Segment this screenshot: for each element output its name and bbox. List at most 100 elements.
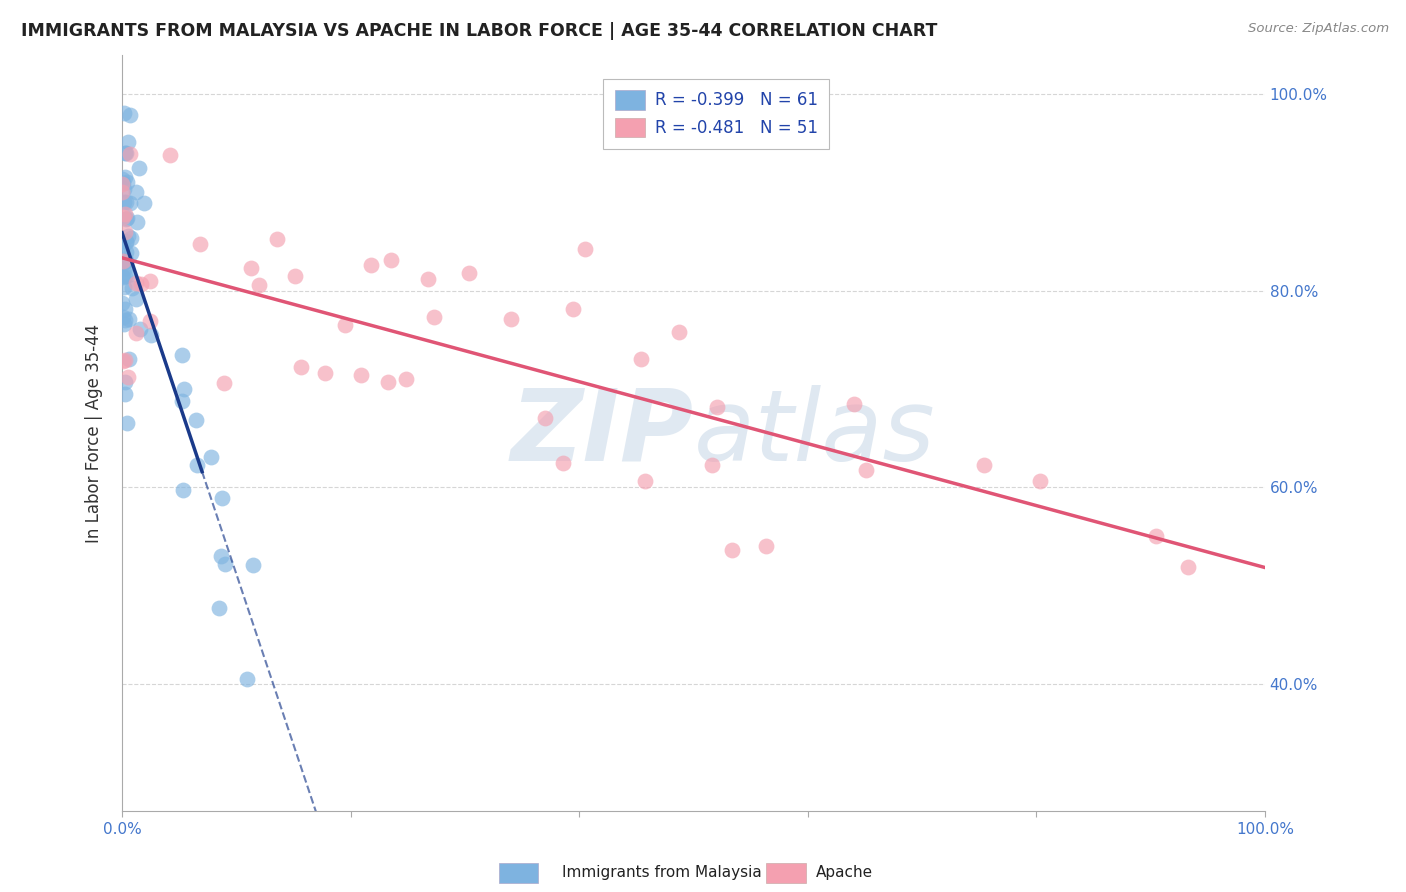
Point [236, 672, 259, 686]
Point [118, 195, 141, 210]
Point [186, 458, 208, 472]
Point [634, 474, 657, 488]
Point [117, 268, 139, 283]
Point [350, 368, 373, 382]
Point [553, 456, 575, 470]
Point [129, 277, 152, 291]
Point [114, 146, 136, 161]
Point [111, 172, 134, 186]
Point [284, 268, 307, 283]
Point [247, 277, 270, 292]
Point [114, 225, 136, 239]
Y-axis label: In Labor Force | Age 35-44: In Labor Force | Age 35-44 [86, 324, 103, 543]
Point [120, 231, 142, 245]
Point [118, 147, 141, 161]
Point [188, 237, 211, 252]
Point [127, 214, 149, 228]
Point [128, 161, 150, 176]
Point [112, 354, 135, 368]
Point [120, 108, 142, 122]
Point [239, 261, 262, 276]
Point [111, 185, 134, 199]
Point [139, 314, 162, 328]
Text: IMMIGRANTS FROM MALAYSIA VS APACHE IN LABOR FORCE | AGE 35-44 CORRELATION CHART: IMMIGRANTS FROM MALAYSIA VS APACHE IN LA… [21, 22, 938, 40]
Point [115, 175, 138, 189]
Point [173, 382, 195, 396]
Point [395, 372, 418, 386]
Point [418, 272, 440, 286]
Text: Immigrants from Malaysia: Immigrants from Malaysia [562, 865, 762, 880]
Point [115, 195, 138, 210]
Point [114, 207, 136, 221]
Point [111, 295, 134, 310]
Point [117, 312, 139, 326]
Text: ZIP: ZIP [510, 384, 693, 482]
Point [214, 376, 236, 391]
Point [118, 351, 141, 366]
Point [114, 312, 136, 326]
Point [115, 244, 138, 259]
Point [242, 558, 264, 572]
Point [844, 396, 866, 410]
Point [111, 210, 134, 224]
Point [114, 375, 136, 389]
Point [115, 235, 138, 250]
Point [755, 539, 778, 553]
Point [973, 458, 995, 472]
Point [111, 240, 134, 254]
Point [120, 246, 142, 260]
Point [360, 258, 382, 272]
Point [209, 549, 232, 564]
Point [668, 326, 690, 340]
Point [266, 232, 288, 246]
Point [380, 252, 402, 267]
Point [706, 401, 728, 415]
Point [114, 353, 136, 368]
Point [128, 322, 150, 336]
Point [125, 276, 148, 290]
Point [333, 318, 356, 332]
Point [159, 148, 181, 162]
Point [170, 348, 193, 362]
Point [534, 411, 557, 425]
Point [112, 182, 135, 196]
Point [114, 212, 136, 227]
Point [111, 253, 134, 268]
Point [211, 491, 233, 505]
Point [115, 254, 138, 268]
Point [125, 185, 148, 199]
Point [574, 242, 596, 256]
Point [172, 483, 194, 497]
Point [172, 393, 194, 408]
Point [290, 360, 312, 375]
Point [112, 105, 135, 120]
Legend: R = -0.399   N = 61, R = -0.481   N = 51: R = -0.399 N = 61, R = -0.481 N = 51 [603, 78, 830, 149]
Point [117, 136, 139, 150]
Point [141, 327, 163, 342]
Point [115, 211, 138, 226]
Point [125, 326, 148, 341]
Point [630, 352, 652, 367]
Point [501, 312, 523, 326]
Point [208, 601, 231, 615]
Point [111, 176, 134, 190]
Point [114, 301, 136, 316]
Point [423, 310, 446, 325]
Point [457, 266, 479, 280]
Text: Apache: Apache [815, 865, 873, 880]
Point [112, 310, 135, 325]
Point [186, 413, 208, 427]
Point [117, 370, 139, 384]
Point [377, 375, 399, 389]
Point [1028, 474, 1050, 488]
Point [112, 280, 135, 294]
Point [855, 463, 877, 477]
Point [111, 178, 134, 192]
Point [561, 301, 583, 316]
Point [214, 558, 236, 572]
Point [114, 169, 136, 184]
Point [114, 269, 136, 284]
Point [112, 269, 135, 284]
Point [721, 542, 744, 557]
Point [112, 195, 135, 210]
